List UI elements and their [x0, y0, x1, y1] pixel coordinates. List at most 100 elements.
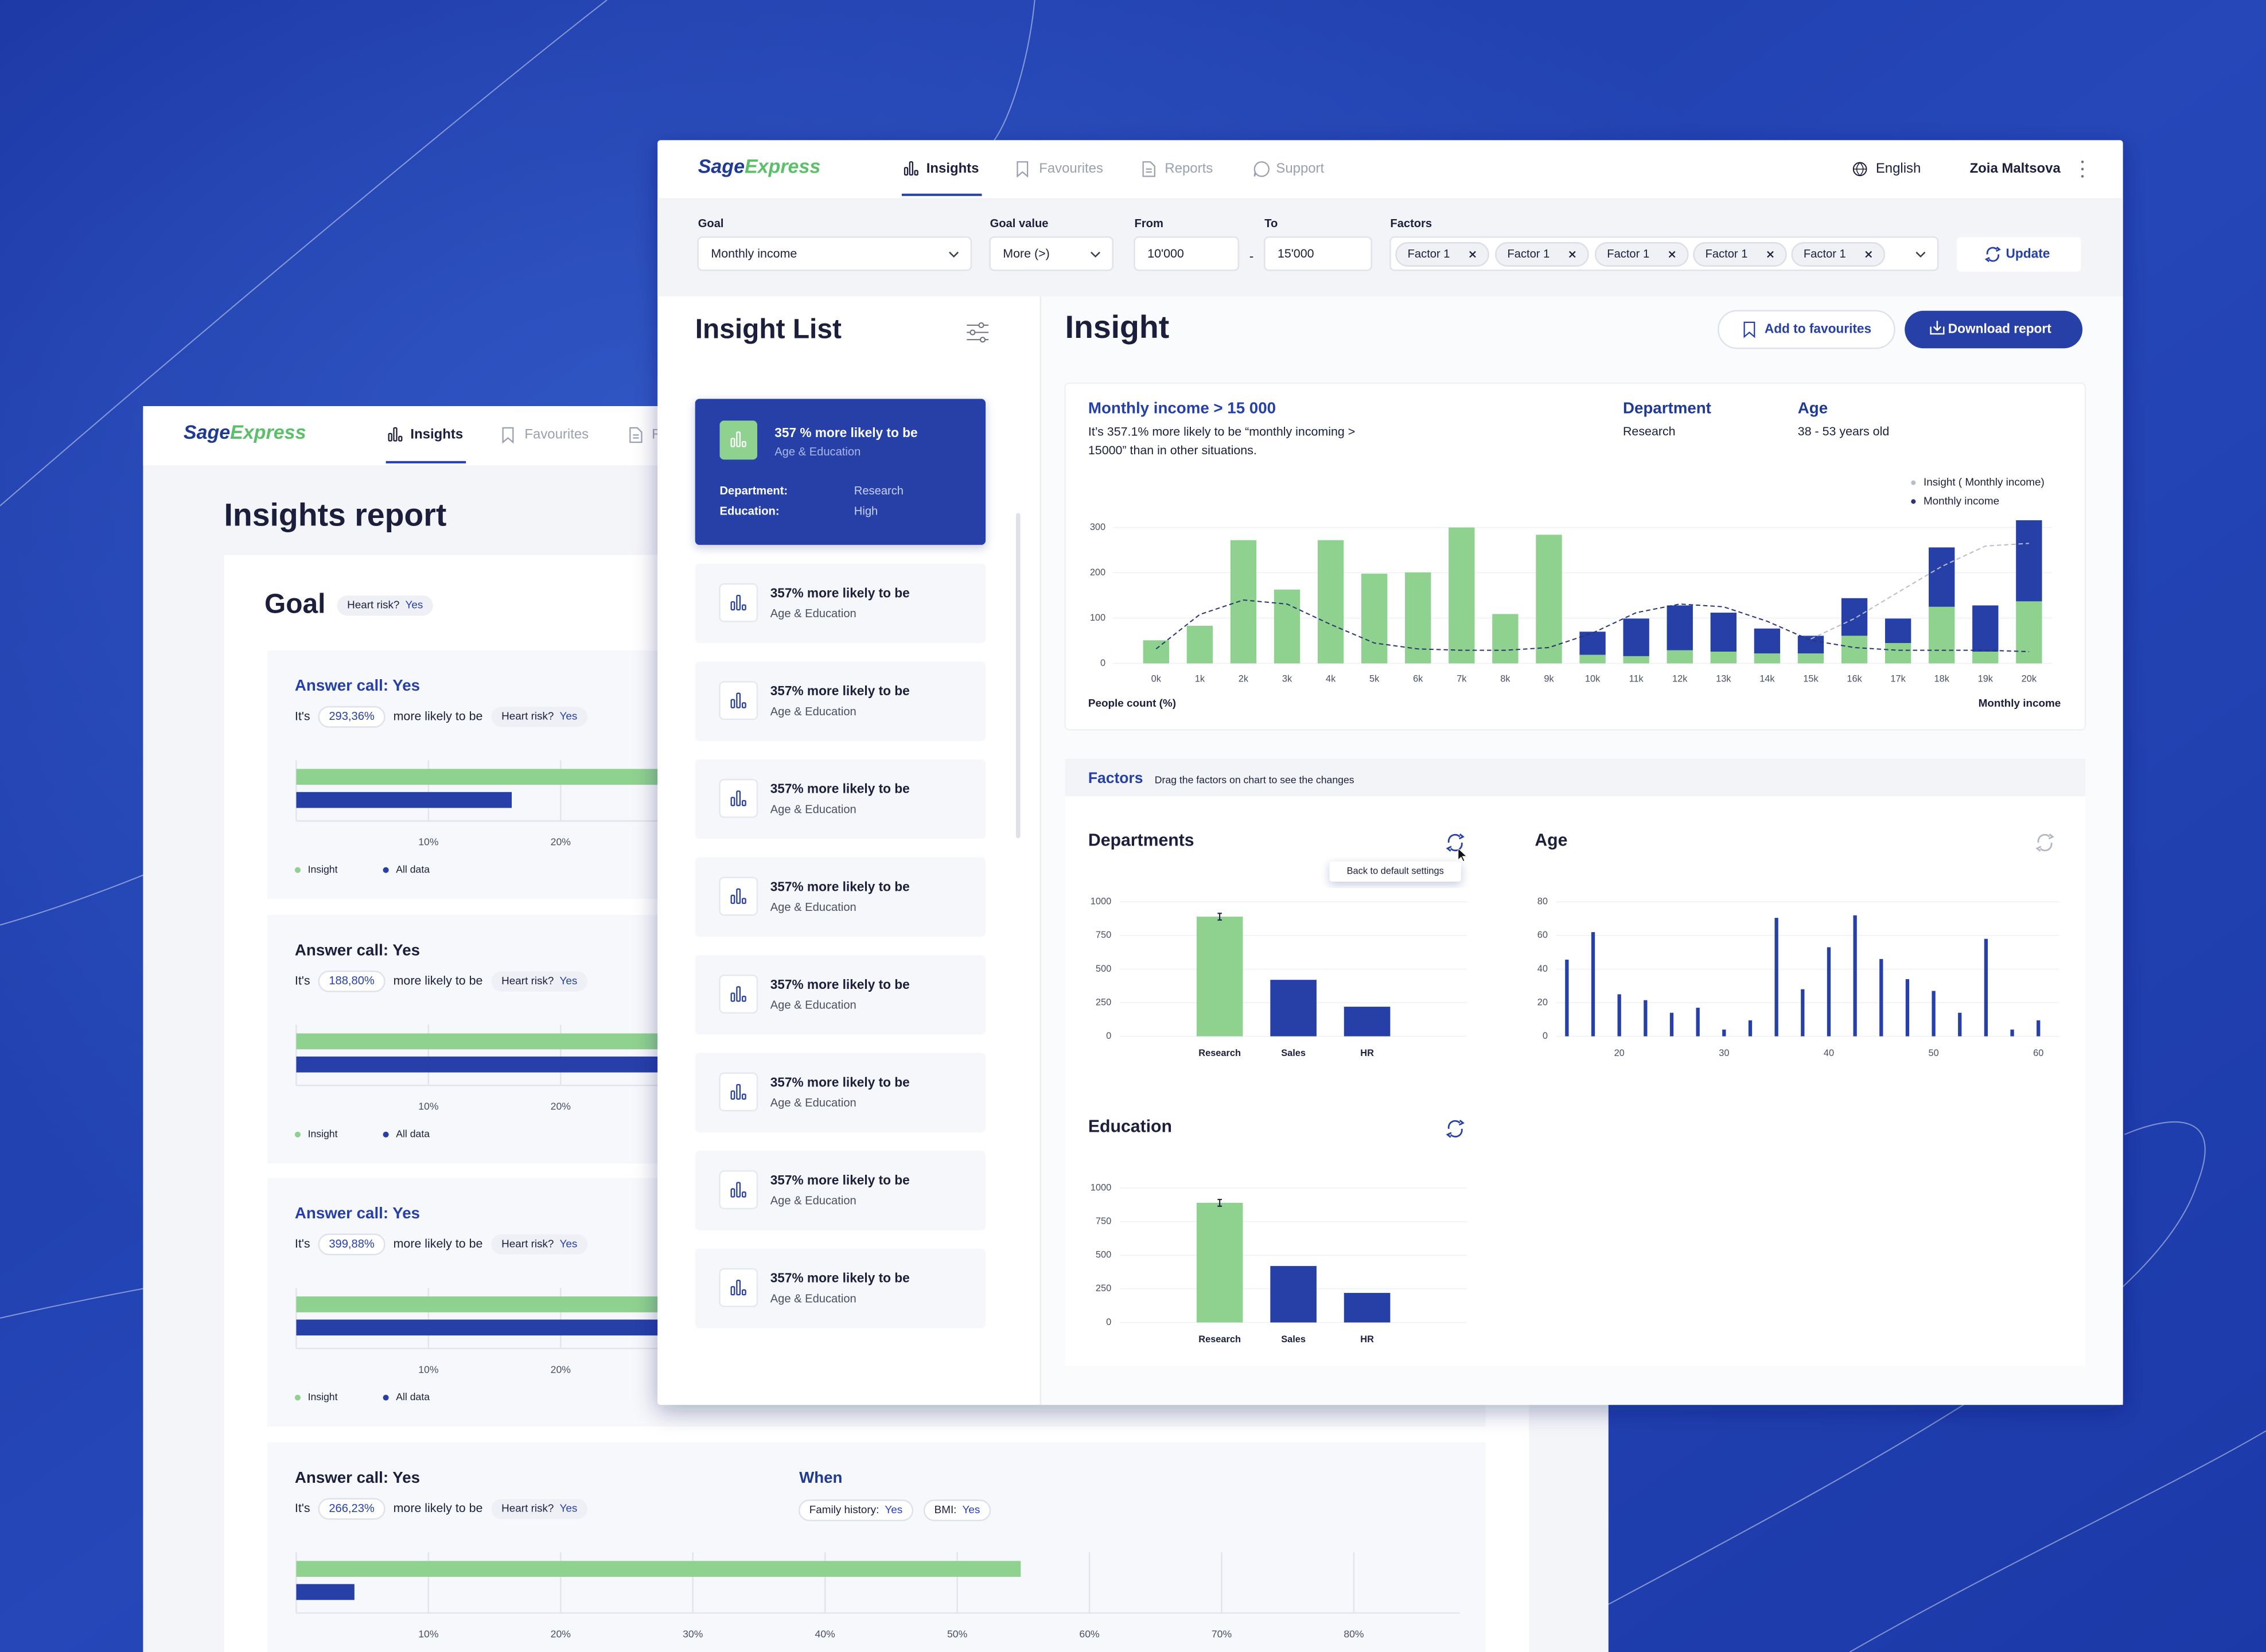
nav-tab[interactable]: Reports	[1165, 161, 1213, 176]
insight-item[interactable]	[695, 1151, 986, 1230]
y-tick-label: 250	[1096, 997, 1111, 1007]
insight-item-active[interactable]	[695, 399, 986, 545]
scrollbar	[1015, 513, 1021, 839]
filter-icon-knob	[970, 329, 976, 336]
input[interactable]	[989, 236, 1113, 271]
favourite-label[interactable]: Add to favourites	[1765, 321, 1871, 336]
nav-tab[interactable]: Favourites	[524, 427, 589, 442]
icon-bar	[736, 692, 741, 708]
logo-express: Express	[745, 155, 820, 177]
factor-chip-label: Factor 1	[1408, 248, 1450, 260]
download-button[interactable]	[1905, 310, 2083, 349]
bar	[1344, 1292, 1391, 1323]
input-value: 15'000	[1278, 247, 1314, 260]
logo-express: Express	[230, 422, 306, 443]
card-title: Answer call: Yes	[295, 1468, 420, 1486]
factor-chip[interactable]	[1693, 242, 1787, 267]
x-tick-label: 20%	[551, 836, 571, 848]
icon-globe-lines	[1853, 162, 1867, 177]
bar	[1270, 980, 1317, 1037]
input[interactable]	[1134, 236, 1240, 271]
icon-bar	[736, 1280, 741, 1296]
y-tick-label: 40	[1537, 964, 1548, 974]
chip-key: Heart risk?	[347, 599, 399, 611]
insight-item[interactable]	[695, 661, 986, 741]
x-tick-label: 20%	[551, 1628, 571, 1639]
chip-remove[interactable]	[1668, 251, 1676, 258]
legend-dot	[1911, 480, 1916, 485]
legend-dot	[383, 867, 389, 873]
input[interactable]	[1263, 236, 1372, 271]
chip-remove[interactable]	[1767, 251, 1774, 258]
icon-bar	[388, 433, 392, 442]
user-name[interactable]: Zoia Maltsova	[1970, 161, 2061, 176]
page-title: Insights report	[224, 497, 446, 533]
bar	[1905, 979, 1910, 1037]
favourite-button[interactable]	[1717, 310, 1895, 349]
item-title: 357% more likely to be	[770, 1271, 910, 1285]
chip-remove[interactable]	[1568, 251, 1576, 258]
x-tick-label: 20%	[551, 1363, 571, 1375]
y-tick-label: 20	[1537, 997, 1548, 1007]
update-label[interactable]: Update	[2006, 246, 2050, 260]
x-tick-label: 19k	[1978, 674, 1994, 684]
chip-value: Yes	[963, 1504, 980, 1516]
chip	[491, 707, 587, 727]
factor-chip[interactable]	[1791, 242, 1886, 267]
field-label: To	[1264, 217, 1278, 230]
icon-bar	[736, 1182, 741, 1198]
line-series	[1155, 599, 2029, 653]
bar	[296, 792, 512, 808]
nav-tab[interactable]: Favourites	[1039, 161, 1103, 176]
percent-chip	[318, 706, 386, 728]
meta-label: Department	[1623, 399, 1711, 416]
icon-bar	[730, 1286, 735, 1296]
icon-support	[1253, 161, 1270, 177]
item-icon-box	[719, 778, 758, 818]
icon-bar	[741, 1289, 746, 1296]
bar	[1536, 535, 1562, 664]
item-title: 357% more likely to be	[770, 586, 910, 601]
item-icon-box	[719, 1268, 758, 1307]
nav-tab[interactable]: Support	[1276, 161, 1324, 176]
icon-bar	[736, 790, 741, 806]
icon-refresh-arrow	[2035, 833, 2054, 852]
x-tick-label: 60	[2033, 1048, 2043, 1058]
card-text: more likely to be	[394, 1501, 483, 1515]
bar	[1885, 618, 1911, 643]
item-title: 357% more likely to be	[770, 1172, 910, 1187]
factor-chip[interactable]	[1395, 242, 1489, 267]
insight-item[interactable]	[695, 1053, 986, 1133]
field-label: From	[1135, 217, 1163, 230]
nav-tab[interactable]: Insights	[410, 427, 463, 442]
chip-remove[interactable]	[1469, 251, 1476, 258]
input[interactable]	[697, 236, 972, 271]
x-tick-label: 15k	[1803, 674, 1819, 684]
insight-item[interactable]	[695, 1248, 986, 1328]
item-title: 357% more likely to be	[770, 879, 910, 894]
x-tick-label: Sales	[1281, 1334, 1306, 1345]
bar	[1885, 642, 1911, 664]
x-tick-label: 17k	[1890, 674, 1906, 684]
factor-chip[interactable]	[1594, 242, 1689, 267]
download-label[interactable]: Download report	[1948, 321, 2051, 336]
item-subtitle: Age & Education	[770, 1195, 856, 1207]
insight-item[interactable]	[695, 563, 986, 644]
x-tick-label: 50%	[947, 1628, 968, 1639]
factor-chip[interactable]	[1495, 242, 1589, 267]
update-button[interactable]	[1956, 237, 2081, 272]
language-select[interactable]: English	[1876, 161, 1921, 176]
chip	[491, 1498, 587, 1519]
insight-item[interactable]	[695, 759, 986, 839]
insight-item[interactable]	[695, 955, 986, 1035]
insight-item[interactable]	[695, 857, 986, 937]
icon-bar	[730, 699, 735, 708]
meta-value: Research	[1623, 424, 1676, 438]
chip	[491, 971, 587, 992]
factor-chart-title: Departments	[1088, 831, 1194, 850]
chip-remove[interactable]	[1865, 251, 1872, 258]
card-title: Answer call: Yes	[295, 1204, 420, 1222]
nav-tab[interactable]: Insights	[926, 161, 979, 176]
x-tick-label: 6k	[1413, 674, 1423, 684]
y-tick-label: 0	[1100, 658, 1105, 668]
